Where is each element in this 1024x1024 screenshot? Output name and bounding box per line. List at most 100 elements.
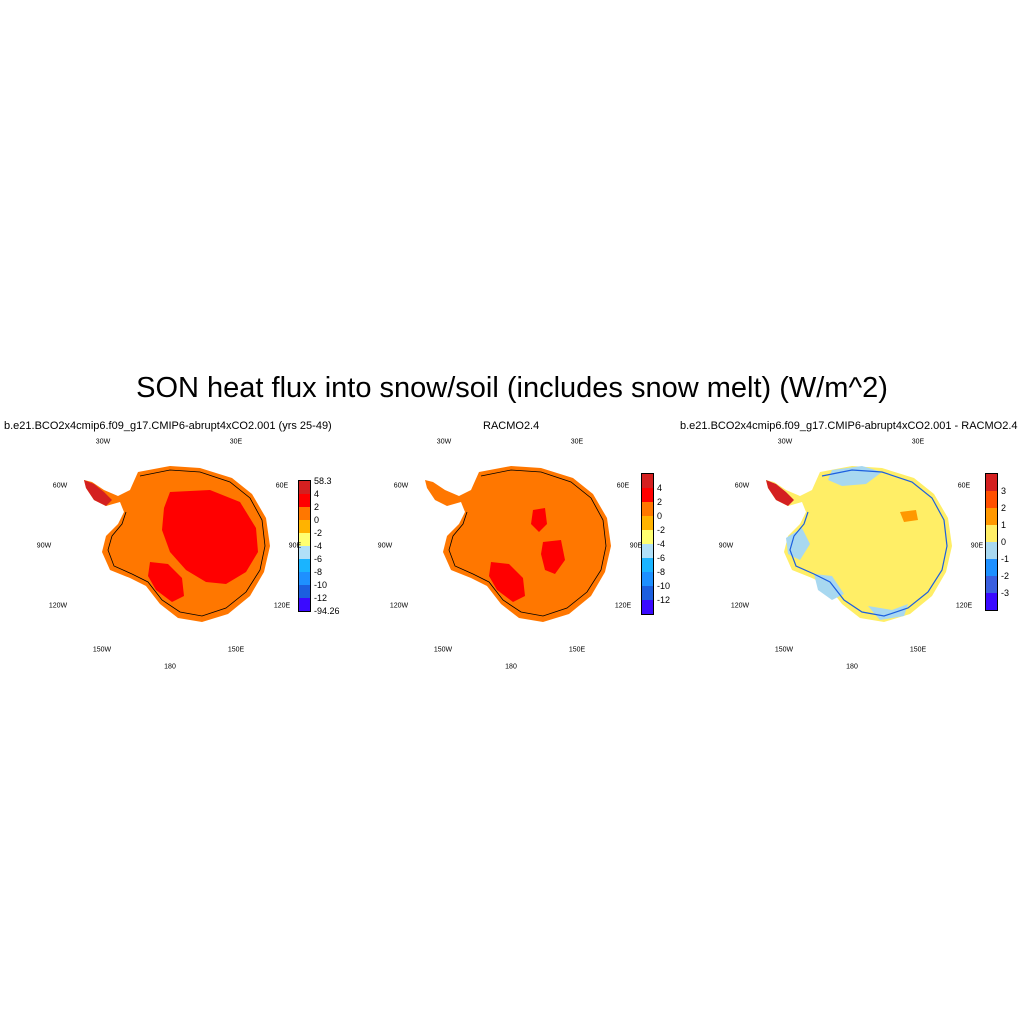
negative-region — [786, 528, 810, 560]
panel-title: RACMO2.4 — [483, 420, 540, 432]
colorbar-box — [986, 491, 997, 508]
longitude-label: 90W — [718, 542, 734, 550]
colorbar-label: -6 — [657, 553, 666, 563]
colorbar-box — [642, 474, 653, 488]
colorbar-box — [642, 586, 653, 600]
colorbar-label: -10 — [657, 581, 671, 591]
longitude-label: 60E — [275, 482, 289, 490]
longitude-label: 120E — [955, 602, 973, 610]
colorbar-label: -1 — [1001, 554, 1010, 564]
colorbar-label: 0 — [314, 515, 320, 525]
longitude-label: 180 — [505, 663, 517, 671]
colorbar-box — [299, 572, 310, 585]
longitude-label: 60W — [734, 482, 750, 490]
colorbar-label: 1 — [1001, 520, 1007, 530]
colorbar-label: 0 — [1001, 537, 1007, 547]
colorbar — [641, 473, 654, 615]
colorbar-box — [986, 559, 997, 576]
longitude-label: 30E — [911, 438, 925, 446]
colorbar-box — [299, 494, 310, 507]
longitude-label: 60E — [957, 482, 971, 490]
colorbar-box — [986, 474, 997, 491]
colorbar-box — [642, 558, 653, 572]
longitude-label: 60E — [616, 482, 630, 490]
colorbar-label: -10 — [314, 580, 328, 590]
longitude-label: 90W — [36, 542, 52, 550]
longitude-label: 30W — [95, 438, 111, 446]
colorbar — [298, 480, 311, 612]
colorbar-box — [642, 488, 653, 502]
longitude-label: 120W — [389, 602, 409, 610]
longitude-label: 90E — [288, 542, 302, 550]
longitude-label: 150W — [433, 646, 453, 654]
interior-patch — [531, 508, 547, 532]
colorbar-label: 2 — [657, 497, 663, 507]
positive-patch — [900, 510, 918, 522]
colorbar-label: -6 — [314, 554, 323, 564]
longitude-label: 30W — [777, 438, 793, 446]
map-panel-difference: b.e21.BCO2x4cmip6.f09_g17.CMIP6-abrupt4x… — [680, 420, 1023, 680]
colorbar-box — [986, 593, 997, 610]
longitude-label: 150W — [92, 646, 112, 654]
colorbar-box — [642, 516, 653, 530]
longitude-label: 120W — [730, 602, 750, 610]
longitude-label: 120E — [273, 602, 291, 610]
colorbar-label: 2 — [314, 502, 320, 512]
colorbar-box — [299, 507, 310, 520]
antarctica-map — [425, 466, 611, 622]
colorbar-box — [642, 544, 653, 558]
coastline — [789, 469, 948, 617]
coastline — [448, 469, 607, 617]
figure-title: SON heat flux into snow/soil (includes s… — [136, 372, 888, 404]
antarctica-shape — [766, 466, 952, 622]
colorbar-box — [642, 530, 653, 544]
map-panel-racmo: RACMO2.4 30W 30E 60W 60E 90W 90E 120W 120E 150W 1… — [341, 420, 682, 680]
colorbar-box — [642, 502, 653, 516]
interior-patch — [541, 540, 565, 574]
colorbar-label: -2 — [314, 528, 323, 538]
colorbar-box — [986, 542, 997, 559]
colorbar-label: -3 — [1001, 588, 1010, 598]
colorbar-box — [299, 559, 310, 572]
peninsula-hot-region — [84, 480, 112, 506]
colorbar-box — [986, 576, 997, 593]
longitude-label: 150E — [909, 646, 927, 654]
longitude-label: 150E — [568, 646, 586, 654]
colorbar-label: 4 — [314, 489, 320, 499]
colorbar-label: 2 — [1001, 503, 1007, 513]
antarctica-map — [84, 466, 270, 622]
antarctica-map — [766, 466, 952, 622]
colorbar-box — [299, 533, 310, 546]
colorbar-label: -8 — [314, 567, 323, 577]
colorbar-box — [986, 525, 997, 542]
colorbar-label: 0 — [657, 511, 663, 521]
colorbar-box — [642, 600, 653, 614]
colorbar-box — [642, 572, 653, 586]
longitude-label: 30W — [436, 438, 452, 446]
longitude-label: 60W — [393, 482, 409, 490]
colorbar-box — [986, 508, 997, 525]
panel-title: b.e21.BCO2x4cmip6.f09_g17.CMIP6-abrupt4x… — [4, 420, 332, 432]
peninsula-hot-region — [766, 480, 794, 506]
colorbar-label: -12 — [657, 595, 671, 605]
map-panel-model: b.e21.BCO2x4cmip6.f09_g17.CMIP6-abrupt4x… — [0, 420, 341, 680]
colorbar-box — [299, 481, 310, 494]
longitude-label: 150E — [227, 646, 245, 654]
longitude-label: 180 — [846, 663, 858, 671]
panel-title: b.e21.BCO2x4cmip6.f09_g17.CMIP6-abrupt4x… — [680, 420, 1018, 432]
colorbar-label: -2 — [657, 525, 666, 535]
longitude-label: 120E — [614, 602, 632, 610]
colorbar — [985, 473, 998, 611]
longitude-label: 180 — [164, 663, 176, 671]
ross-shelf-region — [489, 562, 525, 602]
longitude-label: 30E — [229, 438, 243, 446]
antarctica-shape — [425, 466, 611, 622]
longitude-label: 120W — [48, 602, 68, 610]
colorbar-box — [299, 598, 310, 611]
negative-region — [814, 574, 844, 600]
colorbar-label: -94.26 — [314, 606, 340, 616]
longitude-label: 90W — [377, 542, 393, 550]
longitude-label: 90E — [970, 542, 984, 550]
colorbar-box — [299, 585, 310, 598]
colorbar-label: -12 — [314, 593, 328, 603]
